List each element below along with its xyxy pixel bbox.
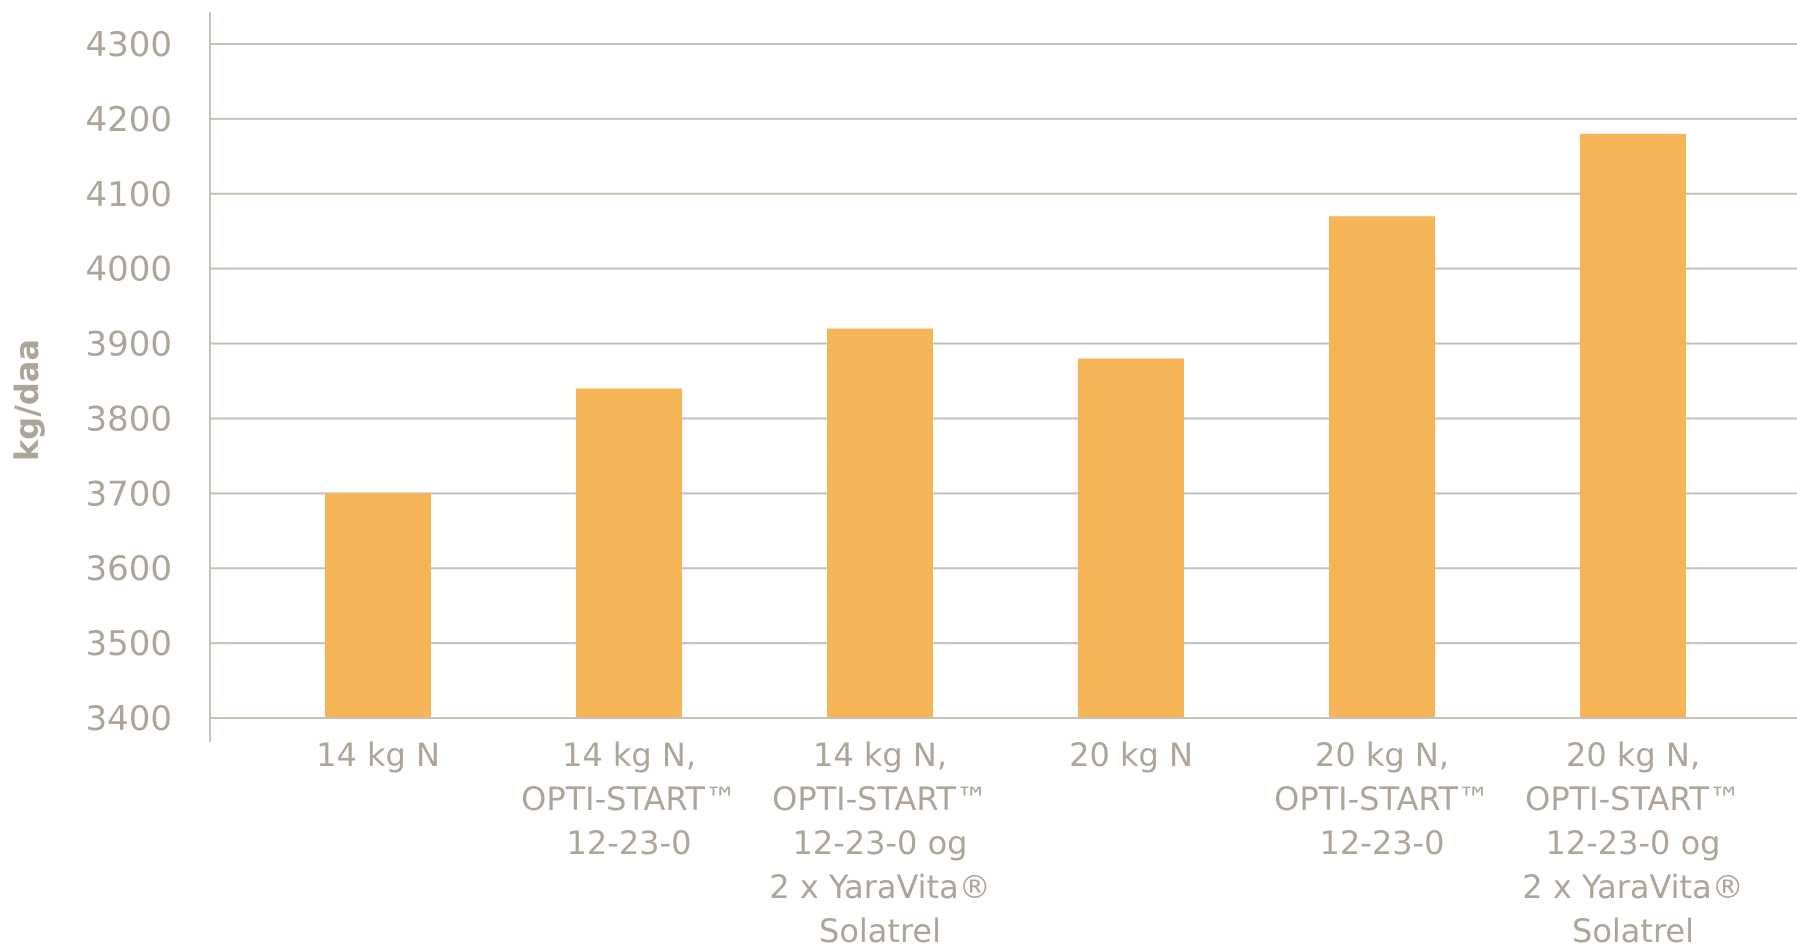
y-tick-label: 3400 [85, 699, 172, 739]
x-category-label-line: 12-23-0 [1320, 824, 1445, 862]
x-category-label: 14 kg N, OPTI-START™ 12-23-0 og 2 x YaraVit… [769, 736, 990, 945]
x-category-label-line: 20 kg N, [1566, 736, 1700, 774]
x-category-label-line: OPTI-START™ [1274, 780, 1490, 818]
bars [325, 133, 1686, 718]
y-tick-label: 4200 [85, 100, 172, 140]
bar [1580, 133, 1686, 718]
bar [576, 388, 682, 718]
x-category-label: 20 kg N [1069, 736, 1193, 774]
x-category-label: 14 kg N, OPTI-START™ 12-23-0 [521, 736, 737, 862]
y-tick-label: 3800 [85, 399, 172, 439]
x-category-label-line: OPTI-START™ [1525, 780, 1741, 818]
x-category-label-line: 2 x YaraVita® [769, 868, 990, 906]
x-category-label: 20 kg N, OPTI-START™ 12-23-0 og 2 x YaraVit… [1522, 736, 1743, 945]
bar [1078, 358, 1184, 718]
y-axis-title: kg/daa [8, 339, 46, 461]
bar [827, 328, 933, 718]
x-category-label-line: OPTI-START™ [772, 780, 988, 818]
gridlines [210, 43, 1797, 645]
x-category-label-line: 14 kg N, [562, 736, 696, 774]
x-category-label-line: 2 x YaraVita® [1522, 868, 1743, 906]
y-tick-label: 3500 [85, 624, 172, 664]
bar [325, 493, 431, 718]
y-tick-label: 3600 [85, 549, 172, 589]
x-category-label-line: Solatrel [819, 912, 941, 945]
y-tick-label: 3700 [85, 474, 172, 514]
x-category-label-line: Solatrel [1572, 912, 1694, 945]
x-category-label-line: 14 kg N [316, 736, 440, 774]
y-tick-label: 4300 [85, 25, 172, 65]
x-category-label-line: 12-23-0 og [793, 824, 968, 862]
y-tick-label: 4000 [85, 250, 172, 290]
y-tick-label: 4100 [85, 175, 172, 215]
x-category-label-line: OPTI-START™ [521, 780, 737, 818]
x-category-label-line: 12-23-0 og [1546, 824, 1721, 862]
axes [209, 12, 1797, 742]
y-tick-label: 3900 [85, 325, 172, 365]
y-tick-labels: 3400 3500 3600 3700 3800 3900 4000 4100 4200 4300 [85, 25, 172, 739]
x-category-labels: 14 kg N 14 kg N, OPTI-START™ 12-23-014 kg N… [316, 736, 1744, 945]
bar [1329, 216, 1435, 718]
x-category-label: 14 kg N [316, 736, 440, 774]
x-category-label-line: 20 kg N, [1315, 736, 1449, 774]
x-category-label-line: 12-23-0 [567, 824, 692, 862]
x-category-label: 20 kg N, OPTI-START™ 12-23-0 [1274, 736, 1490, 862]
x-category-label-line: 14 kg N, [813, 736, 947, 774]
x-category-label-line: 20 kg N [1069, 736, 1193, 774]
